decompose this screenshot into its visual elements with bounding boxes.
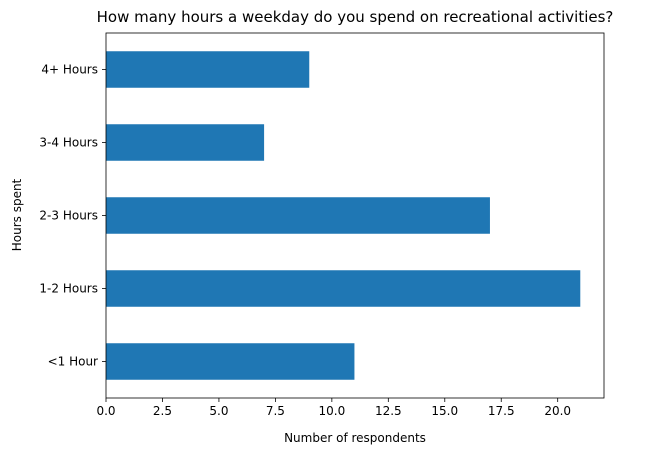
y-axis-ticks: <1 Hour 1-2 Hours 2-3 Hours 3-4 Hours 4+ Hou… (39, 63, 106, 369)
x-tick-label-7: 17.5 (488, 404, 515, 418)
x-tick-label-6: 15.0 (431, 404, 458, 418)
y-tick-label-3: 3-4 Hours (39, 136, 98, 150)
x-tick-label-1: 2.5 (153, 404, 172, 418)
bar-2 (106, 197, 490, 234)
chart-title: How many hours a weekday do you spend on… (97, 8, 614, 26)
x-tick-label-8: 20.0 (544, 404, 571, 418)
y-tick-label-4: 4+ Hours (41, 63, 98, 77)
plot-frame (105, 32, 605, 399)
y-tick-label-1: 1-2 Hours (39, 282, 98, 296)
x-tick-label-4: 10.0 (318, 404, 345, 418)
bar-4 (106, 51, 310, 88)
x-tick-label-0: 0.0 (96, 404, 115, 418)
bar-0 (106, 343, 355, 380)
x-tick-label-5: 12.5 (375, 404, 402, 418)
x-tick-label-3: 7.5 (266, 404, 285, 418)
bar-1 (106, 270, 581, 307)
x-axis-label: Number of respondents (284, 431, 426, 445)
y-tick-label-2: 2-3 Hours (39, 209, 98, 223)
y-tick-label-0: <1 Hour (48, 355, 98, 369)
bar-3 (106, 124, 265, 161)
y-axis-label: Hours spent (10, 178, 24, 251)
x-tick-label-2: 5.0 (209, 404, 228, 418)
bars-group (106, 51, 581, 380)
x-axis-ticks: 0.0 2.5 5.0 7.5 10.0 12.5 15.0 17.5 20.0 (96, 398, 571, 418)
